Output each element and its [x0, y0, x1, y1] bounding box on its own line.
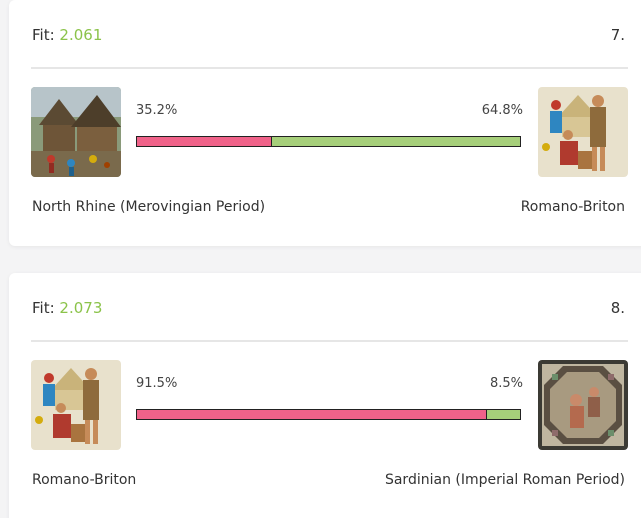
bar-right-segment: [271, 137, 520, 146]
bar-left-segment: [137, 410, 488, 419]
rank-number: 7.: [610, 26, 625, 44]
romano-briton-figures-icon: [31, 360, 121, 450]
village-scene-icon: [31, 87, 121, 177]
admixture-comparison: 91.5% 8.5%: [31, 360, 628, 450]
left-percent: 35.2%: [136, 103, 178, 118]
romano-briton-figures-icon: [538, 87, 628, 177]
fit-value: 2.061: [59, 26, 103, 44]
result-card: Fit: 2.061 7.: [9, 0, 641, 246]
admixture-bar: [136, 136, 521, 147]
right-population-name: Romano-Briton: [520, 199, 625, 215]
bar-left-segment: [137, 137, 272, 146]
left-percent: 91.5%: [136, 376, 178, 391]
right-population-name: Sardinian (Imperial Roman Period): [384, 472, 625, 488]
left-population-name: North Rhine (Merovingian Period): [32, 199, 266, 215]
admixture-comparison: 35.2% 64.8%: [31, 87, 628, 177]
divider: [31, 340, 628, 342]
fit-label: Fit:: [32, 299, 55, 317]
admixture-bar: [136, 409, 521, 420]
left-population-name: Romano-Briton: [32, 472, 137, 488]
result-card: Fit: 2.073 8.: [9, 273, 641, 518]
fit-score: Fit: 2.073: [32, 299, 102, 317]
rank-number: 8.: [610, 299, 625, 317]
right-percent: 8.5%: [489, 376, 523, 391]
divider: [31, 67, 628, 69]
right-percent: 64.8%: [481, 103, 523, 118]
bar-right-segment: [487, 410, 520, 419]
fit-score: Fit: 2.061: [32, 26, 102, 44]
roman-mosaic-icon: [538, 360, 628, 450]
fit-label: Fit:: [32, 26, 55, 44]
fit-value: 2.073: [59, 299, 103, 317]
